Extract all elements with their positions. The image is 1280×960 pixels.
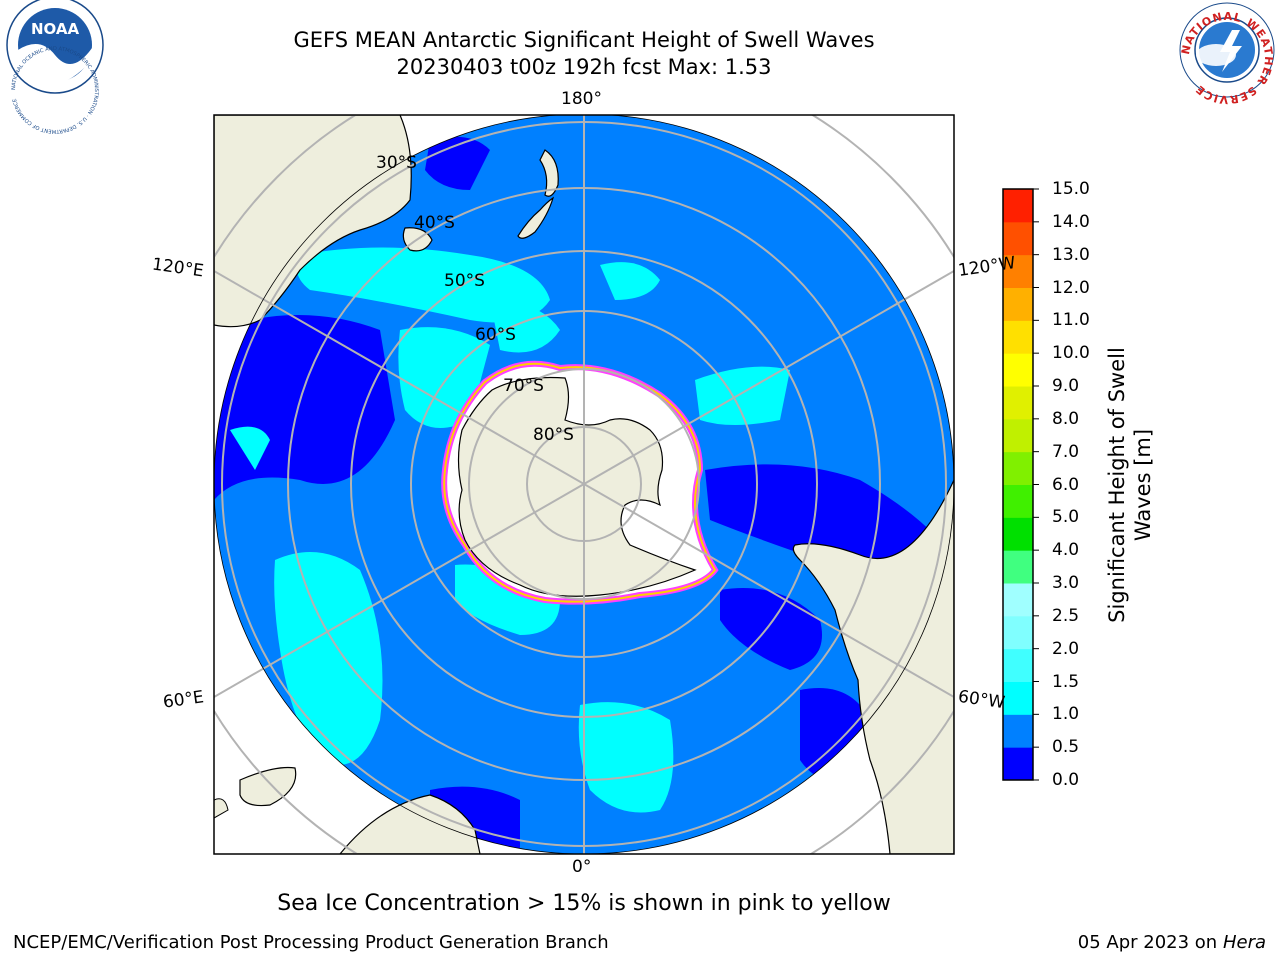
colorbar-bin [1003,747,1033,781]
colorbar-tick-label: 11.0 [1052,310,1090,331]
colorbar-tick-label: 6.0 [1052,474,1080,495]
lat-label-50s: 50°S [444,271,485,291]
colorbar-bin [1003,189,1033,223]
svg-text:NOAA: NOAA [31,20,80,38]
map-area [214,115,954,854]
map-frame [213,114,955,855]
lat-label-70s: 70°S [503,376,544,396]
lat-label-80s: 80°S [533,425,574,445]
footer-date: 05 Apr 2023 on [1077,932,1223,953]
colorbar-tick-label: 0.5 [1052,737,1080,758]
colorbar-tick-label: 2.0 [1052,638,1080,659]
colorbar-bin [1003,681,1033,715]
colorbar-tick-label: 15.0 [1052,179,1090,199]
lon-label-180: 180° [561,89,602,109]
footer-left: NCEP/EMC/Verification Post Processing Pr… [13,932,609,953]
colorbar-tick-label: 2.5 [1052,605,1080,626]
lat-label-60s: 60°S [475,325,516,345]
colorbar-title: Significant Height of Swell Waves [m] [1105,347,1155,623]
colorbar-bin [1003,583,1033,617]
nws-logo: NATIONAL WEATHER SERVICE [1179,2,1275,106]
colorbar-tick-label: 4.0 [1052,540,1080,561]
chart-subtitle-forecast: 20230403 t00z 192h fcst Max: 1.53 [396,55,772,79]
colorbar-tick-label: 7.0 [1052,441,1080,462]
colorbar-bin [1003,320,1033,354]
lat-label-30s: 30°S [376,153,417,173]
colorbar-tick-label: 9.0 [1052,376,1080,396]
colorbar-bin [1003,550,1033,584]
colorbar-tick-label: 5.0 [1052,507,1080,528]
chart-title: GEFS MEAN Antarctic Significant Height o… [293,28,875,52]
colorbar-bin [1003,353,1033,387]
colorbar-bin [1003,517,1033,551]
colorbar [1003,189,1033,781]
colorbar-bin [1003,386,1033,420]
footer-machine: Hera [1222,932,1266,953]
colorbar-bin [1003,418,1033,453]
footer-right: 05 Apr 2023 on Hera [1078,932,1266,953]
colorbar-tick-label: 12.0 [1052,277,1090,298]
colorbar-bin [1003,221,1033,256]
graticule [214,115,954,854]
colorbar-tick-label: 8.0 [1052,408,1080,429]
colorbar-tick-label: 1.0 [1052,704,1080,725]
colorbar-tick-label: 13.0 [1052,244,1090,265]
colorbar-tick-label: 14.0 [1052,211,1090,232]
colorbar-bin [1003,484,1033,518]
colorbar-tick-label: 1.5 [1052,671,1080,692]
colorbar-bin [1003,287,1033,321]
lon-label-0: 0° [572,857,592,877]
colorbar-bin [1003,254,1033,288]
colorbar-bin [1003,648,1033,682]
noaa-logo: NOAA NATIONAL OCEANIC AND ATMOSPHERIC AD… [6,0,104,134]
sea-ice-note: Sea Ice Concentration > 15% is shown in … [277,891,891,916]
colorbar-tick-label: 3.0 [1052,573,1080,593]
colorbar-bin [1003,615,1033,650]
colorbar-tick-label: 10.0 [1052,343,1090,364]
colorbar-tick-label: 0.0 [1052,770,1080,790]
lat-label-40s: 40°S [414,213,455,233]
colorbar-bin [1003,714,1033,748]
colorbar-bin [1003,451,1033,485]
